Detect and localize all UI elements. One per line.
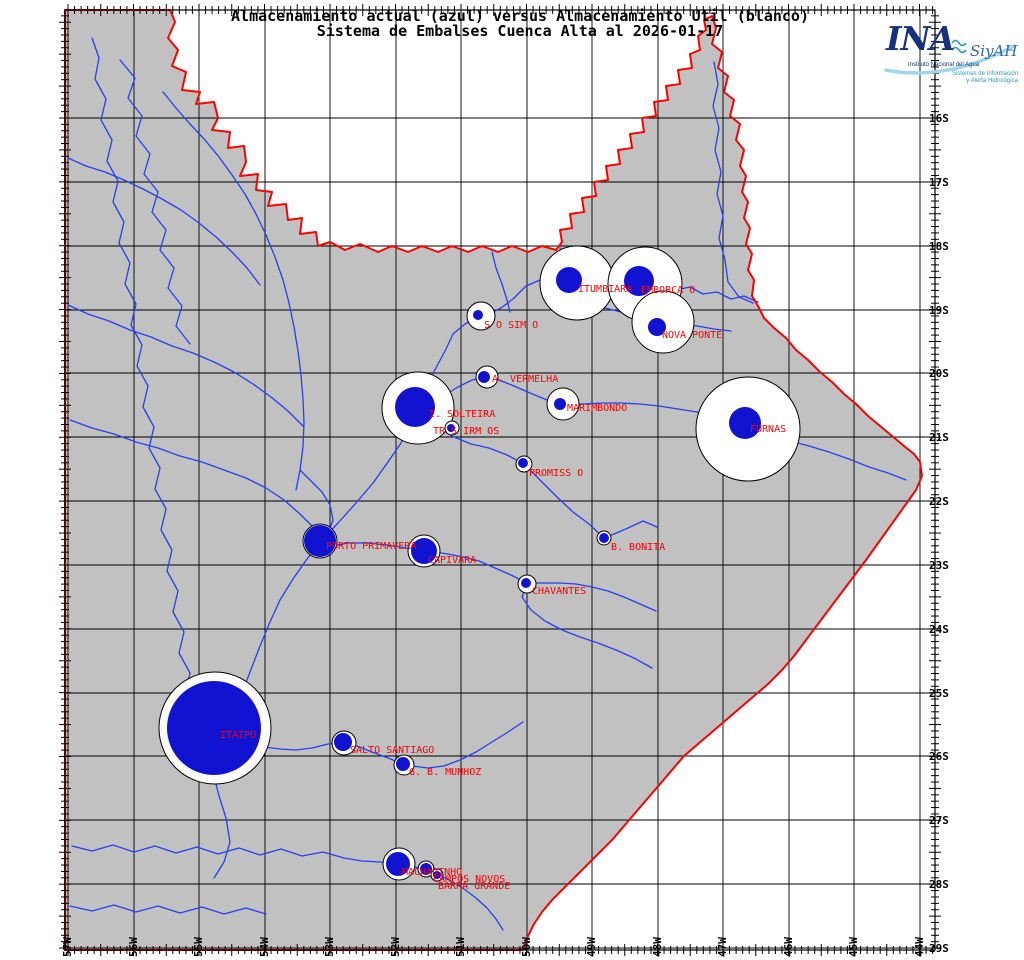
river-11 [67,157,261,286]
reservoir-storage-s-o-sim-o [473,310,483,320]
lon-label-47W: 47W [716,937,729,957]
lon-label-51W: 51W [454,937,467,957]
lon-label-48W: 48W [651,937,664,957]
reservoir-label-promiss-o: PROMISS O [529,468,583,479]
reservoir-label-emborca-o: EMBORCA O [641,285,695,296]
river-7 [237,721,524,769]
reservoir-storage-salto-santiago [334,733,352,751]
river-16 [521,585,653,669]
lon-label-49W: 49W [585,937,598,957]
reservoir-label-nova-ponte: NOVA PONTE [662,330,722,341]
lon-label-50W: 50W [520,937,533,957]
lat-label-29S: 29S [929,942,949,955]
lon-label-52W: 52W [389,937,402,957]
lat-label-17S: 17S [929,176,949,189]
reservoir-storage-furnas [729,407,761,439]
logo-tagline-2: y Alerta Hidrológica [966,78,1018,84]
lat-label-28S: 28S [929,878,949,891]
logo-wave-2 [951,46,967,54]
lat-label-27S: 27S [929,814,949,827]
reservoir-label-machadinho: MACHADINHO [402,867,462,878]
reservoir-storage-campos-novos [420,863,432,875]
lat-label-22S: 22S [929,495,949,508]
river-9 [91,37,203,777]
lon-label-57W: 57W [61,937,74,957]
lat-label-21S: 21S [929,431,949,444]
reservoir-storage-marimbondo [554,398,566,410]
reservoir-label-g-b-munhoz: G. B. MUNHOZ [409,767,481,778]
lon-label-45W: 45W [847,937,860,957]
ina-logo-text: INA [886,19,955,58]
reservoir-storage-machadinho [386,852,410,876]
reservoir-label-capivara: CAPIVARA [428,555,476,566]
reservoir-storage-capivara [411,538,437,564]
lon-label-44W: 44W [913,937,926,957]
lat-label-23S: 23S [929,559,949,572]
lon-label-56W: 56W [127,937,140,957]
river-19 [69,419,323,541]
river-12 [67,304,304,427]
lat-label-19S: 19S [929,304,949,317]
lat-label-18S: 18S [929,240,949,253]
reservoir-storage-a-vermelha [478,371,490,383]
river-15 [712,61,754,304]
reservoir-storage-b-bonita [599,533,609,543]
basin-area [65,10,922,950]
river-6 [331,542,657,612]
reservoir-label-i-solteira: I. SOLTEIRA [429,409,495,420]
river-10 [162,91,305,491]
logo-wave-1 [951,39,967,47]
logo-graphic [884,39,1016,75]
river-4 [210,407,419,879]
reservoir-label-a-vermelha: A. VERMELHA [492,374,558,385]
reservoir-label-furnas: FURNAS [750,424,786,435]
logo-subtitle: Instituto Nacional del Agua [908,62,980,68]
lat-label-20S: 20S [929,367,949,380]
reservoir-storage-barra-grande [433,871,441,879]
reservoir-label-campos-novos: CAMPOS NOVOS [433,874,505,885]
river-8 [71,844,504,931]
reservoir-storage-chavantes [521,578,531,588]
ina-siyah-logo: INA SiyAH Instituto Nacional del Agua Si… [880,22,1022,94]
lat-label-26S: 26S [929,750,949,763]
reservoir-storage-itaipu [167,681,261,775]
basin-border [64,9,923,951]
river-14 [491,251,511,313]
reservoir-label-s-o-sim-o: S O SIM O [484,320,538,331]
reservoir-storage-emborca-o [624,266,654,296]
reservoir-label-tr-s-irm-os: TR S IRM OS [433,426,499,437]
reservoir-storage-i-solteira [395,387,435,427]
reservoir-label-barra-grande: BARRA GRANDE [438,881,510,892]
reservoir-label-itumbiara: ITUMBIARA [578,284,632,295]
lon-label-53W: 53W [323,937,336,957]
lat-label-16S: 16S [929,112,949,125]
reservoir-storage-porto-primavera [304,525,336,557]
reservoir-storage-promiss-o [518,458,528,468]
river-5 [428,420,658,539]
lat-label-25S: 25S [929,687,949,700]
lon-label-46W: 46W [782,937,795,957]
logo-swoosh [884,44,1016,75]
reservoir-label-salto-santiago: SALTO SANTIAGO [350,745,434,756]
reservoir-label-marimbondo: MARIMBONDO [567,403,627,414]
reservoir-storage-tr-s-irm-os [447,424,455,432]
reservoir-label-itaipu: ITAIPU [220,730,256,741]
reservoir-label-porto-primavera: PORTO PRIMAVERA [326,541,416,552]
logo-tagline-1: Sistemas de Información [951,71,1018,77]
reservoir-label-b-bonita: B. BONITA [611,542,665,553]
reservoir-storage-nova-ponte [648,318,666,336]
reservoir-storage-g-b-munhoz [396,757,410,771]
lon-label-55W: 55W [192,937,205,957]
lon-label-54W: 54W [258,937,271,957]
reservoir-storage-itumbiara [556,267,582,293]
river-20 [69,904,267,915]
lat-label-24S: 24S [929,623,949,636]
river-18 [119,59,191,345]
reservoir-label-chavantes: CHAVANTES [532,586,586,597]
siyah-logo-text: SiyAH [970,42,1018,60]
